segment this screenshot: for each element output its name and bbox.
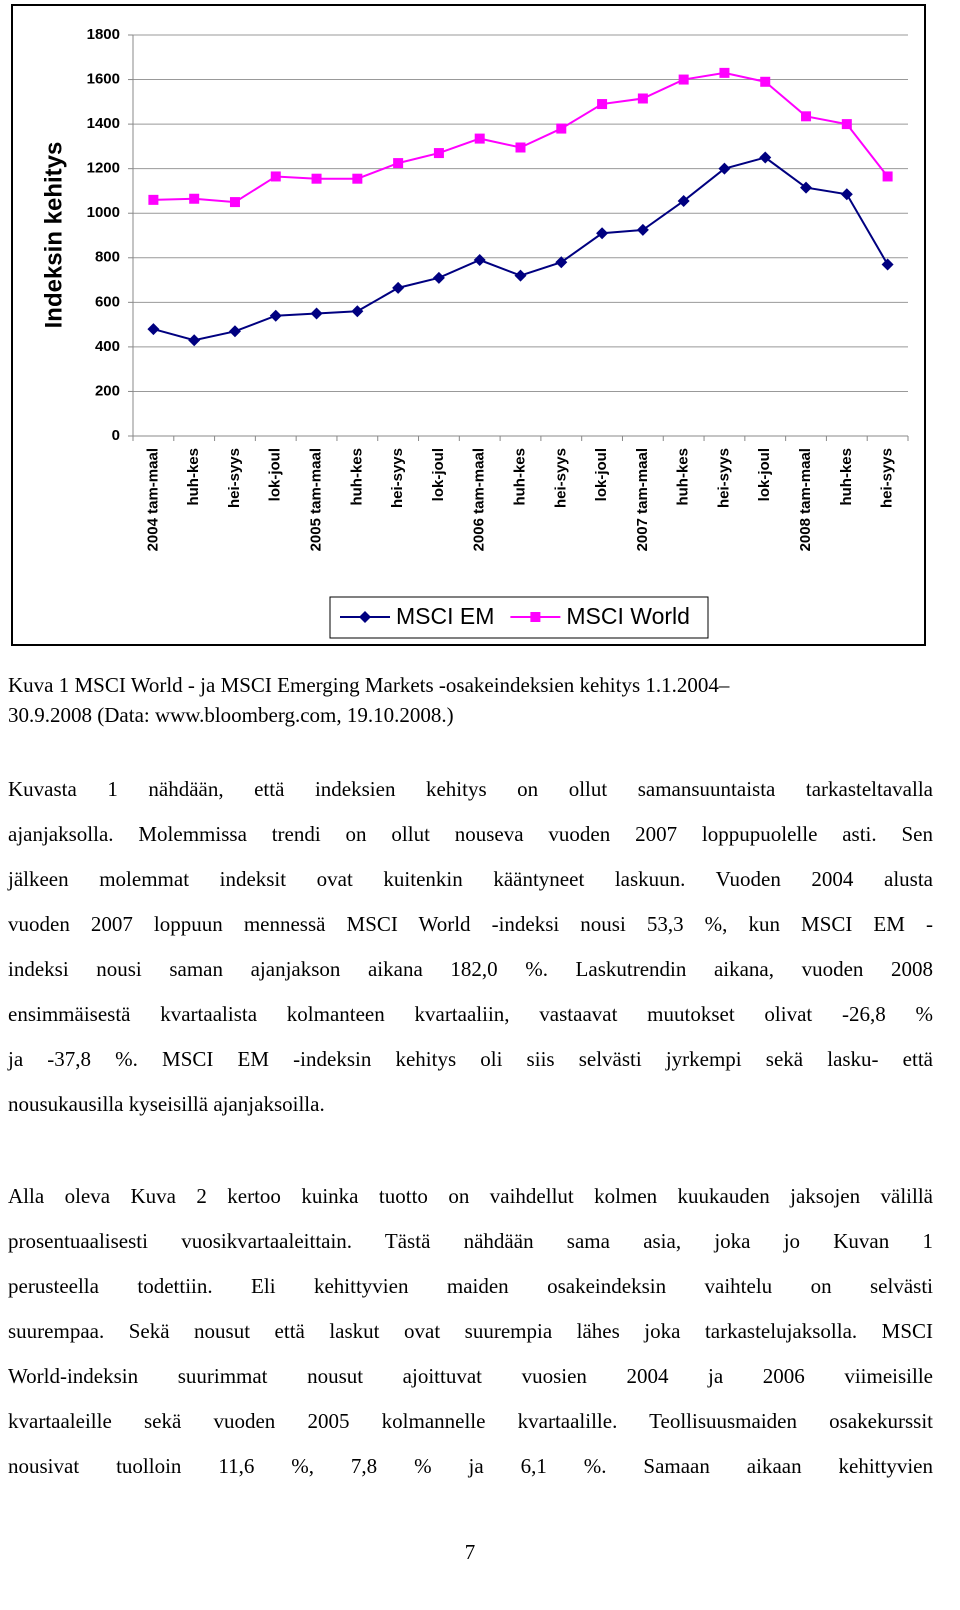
- data-point: [432, 271, 445, 284]
- data-point: [841, 119, 852, 130]
- x-tick-label: hei-syys: [879, 448, 896, 508]
- text-line: jälkeen molemmat indeksit ovat kuitenkin…: [8, 867, 933, 891]
- data-point: [719, 67, 730, 78]
- data-point: [759, 151, 772, 164]
- x-tick-label: lok-joul: [430, 448, 447, 501]
- text-line: ensimmäisestä kvartaalista kolmanteen kv…: [8, 1002, 933, 1026]
- data-point: [800, 181, 813, 194]
- data-point: [555, 256, 568, 269]
- y-tick-label: 1400: [87, 115, 120, 132]
- data-point: [270, 171, 281, 182]
- x-tick-label: hei-syys: [715, 448, 732, 508]
- data-point: [514, 269, 527, 282]
- data-point: [556, 123, 567, 134]
- data-point: [351, 305, 364, 318]
- data-point: [515, 142, 526, 153]
- x-tick-label: hei-syys: [552, 448, 569, 508]
- data-point: [474, 133, 485, 144]
- page-number: 7: [464, 1540, 476, 1564]
- chart-frame: [11, 4, 926, 646]
- data-point: [637, 93, 648, 104]
- text-line: 30.9.2008 (Data: www.bloomberg.com, 19.1…: [8, 703, 454, 727]
- y-tick-label: 1800: [87, 26, 120, 43]
- text-line: prosentuaalisesti vuosikvartaaleittain. …: [8, 1229, 933, 1253]
- x-tick-label: lok-joul: [267, 448, 284, 501]
- text-line: nousukausilla kyseisillä ajanjaksoilla.: [8, 1092, 325, 1116]
- text-line: Kuva 1 MSCI World - ja MSCI Emerging Mar…: [8, 673, 730, 697]
- text-line: World-indeksin suurimmat nousut ajoittuv…: [8, 1364, 933, 1388]
- text-line: perusteella todettiin. Eli kehittyvien m…: [8, 1274, 933, 1298]
- data-point: [433, 148, 444, 159]
- data-point: [147, 323, 160, 336]
- x-tick-label: huh-kes: [348, 448, 365, 506]
- data-point: [882, 171, 893, 182]
- x-tick-label: hei-syys: [226, 448, 243, 508]
- data-point: [760, 76, 771, 87]
- paragraph: Alla oleva Kuva 2 kertoo kuinka tuotto o…: [8, 1174, 933, 1489]
- data-point: [636, 223, 649, 236]
- legend-label: MSCI World: [566, 603, 690, 629]
- data-point: [677, 194, 690, 207]
- x-tick-label: huh-kes: [838, 448, 855, 506]
- y-tick-label: 400: [95, 338, 120, 355]
- data-point: [189, 193, 200, 204]
- data-point: [801, 111, 812, 122]
- data-point: [148, 194, 159, 205]
- y-tick-label: 200: [95, 382, 120, 399]
- data-point: [473, 254, 486, 267]
- data-point: [228, 325, 241, 338]
- x-tick-label: huh-kes: [185, 448, 202, 506]
- x-tick-label: huh-kes: [675, 448, 692, 506]
- data-point: [310, 307, 323, 320]
- data-point: [188, 334, 201, 347]
- y-tick-label: 1600: [87, 71, 120, 88]
- paragraph: Kuvasta 1 nähdään, että indeksien kehity…: [8, 767, 933, 1127]
- x-tick-label: 2004 tam-maal: [144, 448, 161, 551]
- data-point: [393, 158, 404, 169]
- y-tick-label: 600: [95, 293, 120, 310]
- figure-caption: Kuva 1 MSCI World - ja MSCI Emerging Mar…: [8, 670, 933, 730]
- data-point: [840, 188, 853, 201]
- x-tick-label: lok-joul: [756, 448, 773, 501]
- text-line: kvartaaleille sekä vuoden 2005 kolmannel…: [8, 1409, 933, 1433]
- data-point: [392, 281, 405, 294]
- y-tick-label: 1200: [87, 160, 120, 177]
- text-line: ja -37,8 %. MSCI EM -indeksin kehitys ol…: [8, 1047, 933, 1071]
- x-tick-label: hei-syys: [389, 448, 406, 508]
- text-line: ajanjaksolla. Molemmissa trendi on ollut…: [8, 822, 933, 846]
- legend-marker: [530, 612, 541, 622]
- x-tick-label: 2008 tam-maal: [797, 448, 814, 551]
- text-line: nousivat tuolloin 11,6 %, 7,8 % ja 6,1 %…: [8, 1454, 933, 1478]
- text-line: Kuvasta 1 nähdään, että indeksien kehity…: [8, 777, 933, 801]
- data-point: [678, 74, 689, 85]
- data-point: [881, 258, 894, 271]
- data-point: [596, 227, 609, 240]
- x-tick-label: 2007 tam-maal: [634, 448, 651, 551]
- x-tick-label: 2006 tam-maal: [471, 448, 488, 551]
- data-point: [311, 173, 322, 184]
- legend-marker: [359, 611, 371, 623]
- text-line: indeksi nousi saman ajanjakson aikana 18…: [8, 957, 933, 981]
- x-tick-label: lok-joul: [593, 448, 610, 501]
- x-tick-label: 2005 tam-maal: [308, 448, 325, 551]
- data-point: [597, 99, 608, 110]
- text-line: vuoden 2007 loppuun mennessä MSCI World …: [8, 912, 933, 936]
- data-point: [352, 173, 363, 184]
- data-point: [229, 197, 240, 208]
- y-tick-label: 1000: [87, 204, 120, 221]
- text-line: Alla oleva Kuva 2 kertoo kuinka tuotto o…: [8, 1184, 933, 1208]
- text-line: suurempaa. Sekä nousut että laskut ovat …: [8, 1319, 933, 1343]
- legend-label: MSCI EM: [396, 603, 494, 629]
- y-axis-label: Indeksin kehitys: [40, 142, 67, 329]
- y-tick-label: 0: [112, 427, 120, 444]
- data-point: [718, 162, 731, 175]
- chart: Indeksin kehitys 0 200 400 600 800 1000 1200 14…: [11, 4, 926, 646]
- y-tick-label: 800: [95, 249, 120, 266]
- legend: MSCI EM MSCI World: [329, 596, 709, 639]
- data-point: [269, 309, 282, 322]
- x-tick-label: huh-kes: [511, 448, 528, 506]
